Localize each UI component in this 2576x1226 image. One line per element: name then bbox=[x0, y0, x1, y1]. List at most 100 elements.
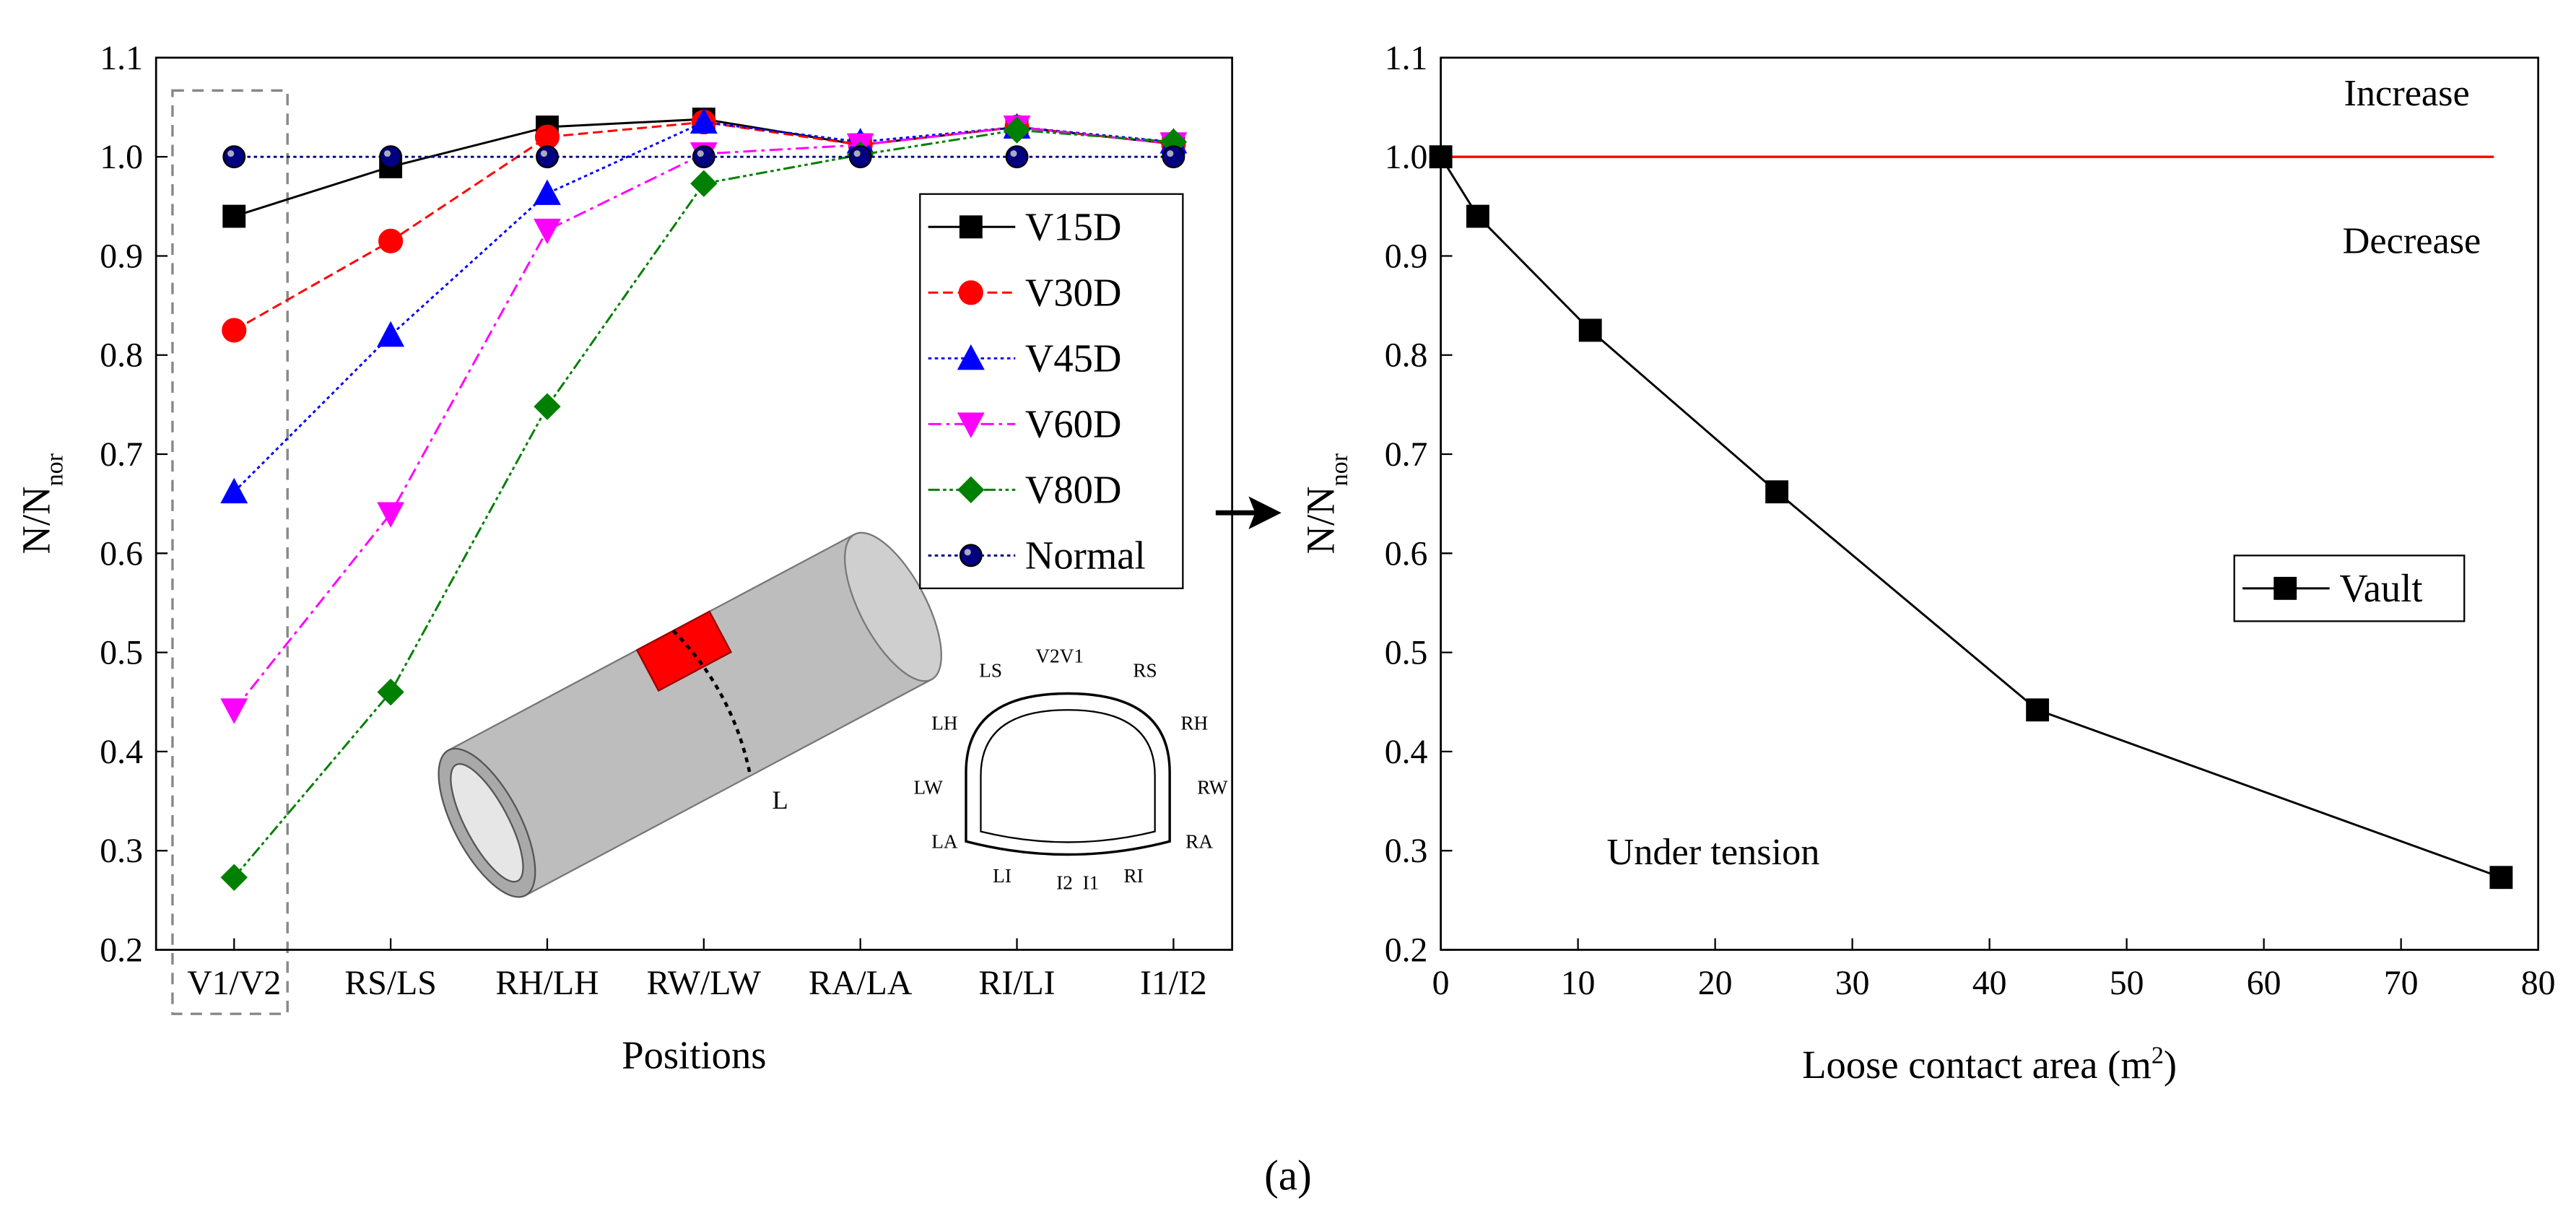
marker bbox=[690, 170, 718, 197]
marker bbox=[2026, 698, 2050, 722]
marker-highlight bbox=[227, 150, 235, 157]
annotation: RS bbox=[1133, 660, 1157, 682]
marker bbox=[1466, 204, 1489, 228]
x-tick-label: 60 bbox=[2247, 964, 2281, 1002]
x-tick-label: 50 bbox=[2110, 964, 2144, 1002]
caption: (a) bbox=[1264, 1152, 1312, 1199]
annotation: LA bbox=[931, 830, 958, 852]
marker bbox=[220, 477, 248, 504]
y-tick-label: 0.2 bbox=[100, 931, 143, 969]
annotation: L bbox=[772, 786, 788, 814]
annotation: LI bbox=[993, 865, 1011, 887]
cross-section bbox=[965, 692, 1171, 856]
marker bbox=[692, 145, 715, 169]
marker bbox=[1003, 116, 1031, 144]
marker bbox=[222, 204, 246, 228]
legend-label: V80D bbox=[1025, 468, 1121, 512]
annotation: LH bbox=[931, 713, 957, 734]
marker bbox=[2489, 866, 2513, 890]
marker bbox=[377, 502, 405, 528]
annotation: V2V1 bbox=[1035, 645, 1084, 666]
y-tick-label: 0.5 bbox=[1385, 634, 1428, 672]
legend-label: V30D bbox=[1025, 270, 1121, 314]
x-tick-label: RS/LS bbox=[344, 964, 436, 1002]
marker bbox=[220, 698, 248, 724]
marker bbox=[848, 145, 872, 169]
x-axis-label-part: 2 bbox=[2151, 1042, 2164, 1069]
legend-label: V60D bbox=[1025, 402, 1121, 446]
marker bbox=[1429, 145, 1453, 169]
y-tick-label: 0.4 bbox=[100, 733, 143, 771]
y-axis-label: N/Nnor bbox=[14, 453, 68, 554]
x-tick-label: 0 bbox=[1432, 964, 1450, 1002]
x-tick-label: V1/V2 bbox=[187, 964, 281, 1002]
marker-highlight bbox=[853, 150, 861, 157]
legend-label: Normal bbox=[1025, 534, 1146, 578]
annotation: LW bbox=[913, 776, 943, 798]
marker bbox=[957, 344, 985, 370]
y-tick-label: 0.3 bbox=[1385, 832, 1428, 870]
y-tick-label: 1.1 bbox=[1385, 39, 1428, 77]
marker bbox=[957, 412, 985, 438]
marker bbox=[536, 145, 559, 169]
y-tick-label: 0.2 bbox=[1385, 931, 1428, 969]
marker bbox=[1578, 318, 1602, 342]
legend-label: V15D bbox=[1025, 204, 1121, 248]
annotation: RI bbox=[1123, 865, 1143, 887]
y-tick-label: 0.7 bbox=[1385, 435, 1428, 474]
highlight-box bbox=[171, 89, 289, 1015]
tunnel-drawing bbox=[438, 531, 942, 898]
y-tick-label: 0.6 bbox=[100, 534, 143, 573]
x-axis-label-part: ) bbox=[2164, 1043, 2177, 1087]
annotation: Decrease bbox=[2343, 220, 2481, 262]
marker bbox=[959, 215, 983, 239]
y-tick-label: 0.4 bbox=[1385, 733, 1428, 771]
x-tick-label: 10 bbox=[1561, 964, 1596, 1002]
annotation: RA bbox=[1185, 830, 1213, 852]
y-axis-label: N/Nnor bbox=[1299, 453, 1353, 554]
y-tick-label: 0.9 bbox=[100, 237, 143, 275]
plot-frame bbox=[155, 56, 1233, 951]
x-axis-label: Loose contact area (m2) bbox=[1802, 1042, 2177, 1086]
marker bbox=[222, 145, 246, 169]
marker bbox=[378, 228, 404, 253]
marker bbox=[534, 393, 561, 420]
legend-label: V45D bbox=[1025, 336, 1121, 380]
marker bbox=[1162, 145, 1185, 169]
marker-highlight bbox=[1010, 150, 1017, 157]
marker bbox=[222, 318, 247, 343]
marker-highlight bbox=[697, 150, 704, 157]
marker bbox=[220, 864, 248, 891]
marker-highlight bbox=[540, 150, 547, 157]
y-tick-label: 0.8 bbox=[100, 336, 143, 375]
arrow bbox=[1215, 496, 1282, 529]
plot-frame bbox=[1440, 56, 2540, 951]
y-tick-label: 1.0 bbox=[100, 138, 143, 176]
y-tick-label: 0.3 bbox=[100, 832, 143, 870]
legend-label: Vault bbox=[2339, 566, 2422, 610]
annotation: Under tension bbox=[1606, 831, 1819, 873]
annotation: RH bbox=[1180, 713, 1208, 734]
y-tick-label: 1.0 bbox=[1385, 138, 1428, 176]
y-axis-label-main: N/N bbox=[14, 486, 58, 554]
x-axis-label: Positions bbox=[622, 1032, 766, 1077]
marker-highlight bbox=[1167, 150, 1174, 157]
y-axis-label-sub: nor bbox=[41, 453, 68, 486]
marker bbox=[689, 108, 718, 134]
x-tick-label: RW/LW bbox=[647, 964, 761, 1002]
series-line bbox=[1440, 156, 2502, 879]
marker-highlight bbox=[964, 549, 971, 556]
marker bbox=[2273, 576, 2297, 600]
marker bbox=[534, 218, 561, 245]
x-tick-label: 70 bbox=[2384, 964, 2419, 1002]
x-tick-label: RH/LH bbox=[495, 964, 599, 1002]
marker bbox=[1765, 480, 1789, 504]
legend-box bbox=[919, 193, 1184, 590]
x-tick-label: I1/I2 bbox=[1140, 964, 1207, 1002]
annotation: RW bbox=[1197, 776, 1228, 798]
annotation: LS bbox=[979, 660, 1002, 682]
annotation: I2 bbox=[1056, 871, 1073, 893]
annotation: Increase bbox=[2344, 72, 2469, 114]
marker bbox=[957, 476, 985, 504]
